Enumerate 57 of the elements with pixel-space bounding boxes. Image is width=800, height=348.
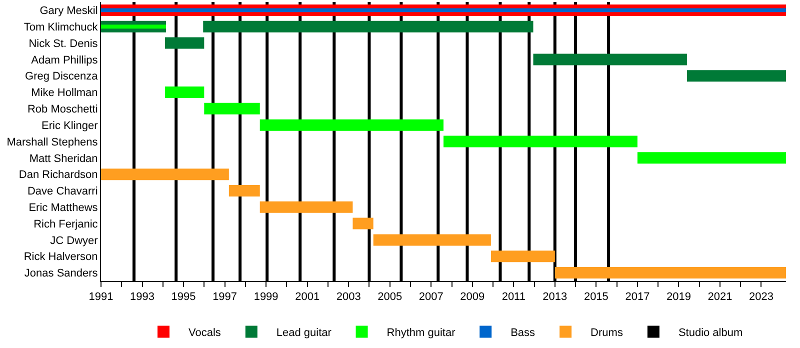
x-tick-label: 2009 [460, 291, 485, 304]
y-tick-label: Dan Richardson [18, 169, 98, 182]
y-tick-label: Rob Moschetti [27, 104, 98, 116]
x-tick-label: 2019 [666, 291, 691, 304]
x-tick-label: 2001 [295, 291, 320, 304]
legend-label: Studio album [678, 327, 743, 340]
x-tick-label: 2007 [418, 291, 444, 304]
y-tick-label: Dave Chavarri [27, 186, 98, 198]
y-tick-label: Adam Phillips [31, 54, 98, 66]
y-tick-label: JC Dwyer [50, 234, 98, 247]
x-tick-label: 2017 [625, 291, 650, 304]
x-tick-label: 2011 [502, 291, 526, 304]
x-tick-label: 1997 [212, 291, 238, 304]
y-tick-label: Gary Meskil [40, 5, 98, 18]
x-tick-label: 2015 [584, 291, 608, 304]
legend-label: Vocals [188, 327, 222, 340]
bar [554, 267, 786, 279]
x-tick-label: 1995 [171, 291, 196, 304]
bar [203, 20, 534, 32]
y-tick-label: Greg Discenza [25, 70, 99, 83]
x-tick-label: 2013 [542, 291, 568, 304]
bar [373, 234, 491, 246]
bar [637, 152, 786, 164]
bar [352, 218, 374, 230]
y-tick-label: Jonas Sanders [24, 268, 98, 280]
bar [204, 102, 260, 114]
bar [260, 201, 353, 213]
y-tick-label: Tom Klimchuck [24, 21, 98, 34]
bar [533, 54, 687, 66]
legend-label: Lead guitar [276, 327, 332, 340]
y-tick-label: Marshall Stephens [6, 136, 98, 148]
y-tick-label: Rick Halverson [24, 251, 98, 264]
y-tick-label: Mike Hollman [31, 87, 98, 100]
y-tick-label: Eric Klinger [42, 120, 98, 132]
bar [101, 168, 229, 180]
bar [490, 250, 555, 262]
legend-label: Rhythm guitar [386, 327, 456, 340]
x-tick-label: 1993 [130, 291, 155, 304]
legend-label: Drums [590, 327, 624, 340]
y-tick-label: Rich Ferjanic [34, 218, 98, 230]
bar [686, 70, 786, 82]
x-tick-label: 2005 [378, 291, 402, 304]
bar [164, 86, 204, 98]
bar [101, 8, 786, 12]
bar [228, 184, 260, 196]
x-tick-label: 2021 [708, 291, 732, 304]
y-tick-label: Nick St. Denis [28, 38, 98, 50]
x-tick-label: 1999 [254, 291, 278, 304]
bar [444, 136, 638, 148]
y-tick-label: Matt Sheridan [29, 152, 98, 165]
bar [260, 119, 444, 131]
bar [164, 37, 204, 49]
x-tick-label: 1991 [88, 291, 114, 304]
y-tick-label: Eric Matthews [28, 202, 98, 214]
legend-label: Bass [510, 327, 536, 340]
x-tick-label: 2023 [749, 291, 774, 304]
x-tick-label: 2003 [336, 291, 361, 304]
